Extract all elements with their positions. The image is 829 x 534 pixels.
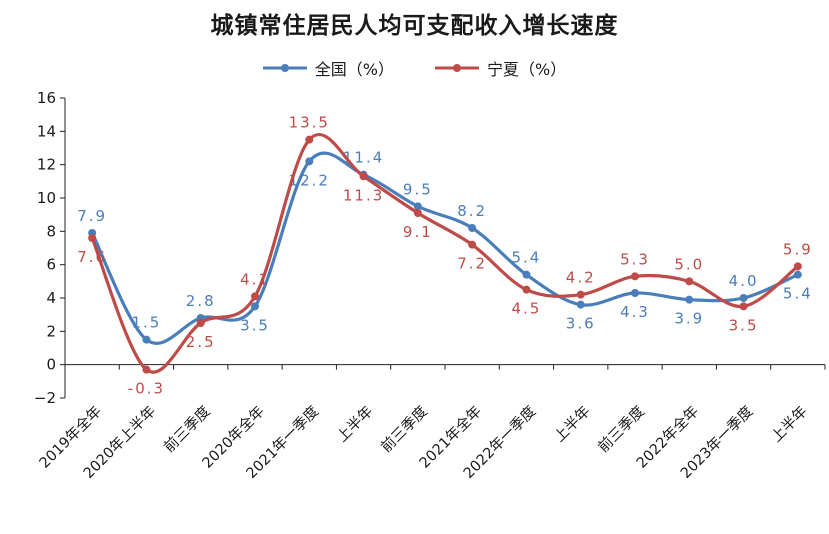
data-point-ningxia [359,172,368,181]
y-tick-label: 4 [46,289,56,307]
data-point-ningxia [88,234,97,242]
y-tick-label: 10 [37,189,56,207]
legend-label-national: 全国（%） [314,60,394,79]
data-label-national: 5.4 [783,285,813,303]
data-label-national: 1.5 [131,314,161,332]
y-tick-label: 2 [46,322,56,340]
data-label-national: 9.5 [403,180,433,198]
x-tick-label: 前三季度 [595,403,648,456]
data-point-ningxia [685,277,694,286]
data-point-national [413,202,422,211]
data-label-ningxia: 7.6 [77,248,107,266]
data-label-ningxia: 9.1 [403,223,433,241]
y-tick-label: 0 [46,356,56,374]
legend-swatch-national [262,64,307,72]
data-point-ningxia [793,262,802,271]
x-tick-label: 上半年 [551,403,594,446]
y-tick-label: 14 [37,122,56,140]
data-point-ningxia [468,240,477,249]
chart-legend: 全国（%） 宁夏（%） [0,56,829,80]
data-point-national [522,270,531,279]
data-point-national [631,289,639,297]
legend-swatch-ningxia [435,64,480,72]
x-tick-label: 前三季度 [378,403,431,456]
data-label-national: 8.2 [457,202,487,220]
data-label-national: 4.0 [729,272,759,290]
data-label-ningxia: 11.3 [343,186,384,204]
y-tick-label: −2 [34,389,56,407]
legend-item-ningxia: 宁夏（%） [435,56,566,80]
data-label-ningxia: 5.9 [783,240,813,258]
data-label-ningxia: 5.3 [620,250,650,268]
data-label-ningxia: 7.2 [457,255,487,273]
data-point-national [305,157,314,166]
data-label-national: 3.6 [566,315,596,333]
data-label-ningxia: 4.5 [511,300,541,318]
data-label-ningxia: 5.0 [674,255,704,273]
data-point-ningxia [413,209,422,217]
chart-title: 城镇常住居民人均可支配收入增长速度 [210,13,619,39]
data-point-ningxia [576,290,585,299]
series-line-ningxia [90,133,799,374]
data-point-ningxia [631,272,639,281]
data-point-national [251,302,259,311]
data-label-national: 11.4 [343,149,384,167]
data-point-ningxia [196,319,205,327]
x-tick-label: 上半年 [768,403,811,446]
data-point-national [468,224,477,232]
y-tick-label: 8 [46,222,56,240]
data-label-ningxia: 3.5 [729,316,759,334]
data-label-national: 3.9 [674,310,704,328]
data-point-national [793,270,802,279]
y-tick-label: 6 [46,256,56,274]
data-label-national: 3.5 [240,316,270,334]
data-label-ningxia: -0.3 [128,380,165,398]
data-label-national: 4.3 [620,303,650,321]
data-label-ningxia: 2.5 [186,333,216,351]
legend-label-ningxia: 宁夏（%） [487,60,567,79]
data-point-national [142,335,151,344]
data-label-ningxia: 4.1 [240,270,270,288]
data-label-national: 7.9 [77,207,107,225]
data-point-ningxia [305,135,314,144]
data-point-national [576,300,585,309]
data-label-ningxia: 4.2 [566,269,596,287]
data-point-ningxia [251,292,259,301]
legend-item-national: 全国（%） [262,56,394,80]
data-point-national [739,294,748,302]
data-label-national: 12.2 [289,171,330,189]
data-label-national: 2.8 [186,292,216,310]
data-label-ningxia: 13.5 [289,114,330,132]
x-tick-label: 前三季度 [161,403,214,456]
y-tick-label: 16 [37,89,56,107]
data-point-ningxia [142,365,151,374]
x-tick-label: 上半年 [334,403,377,446]
data-point-national [685,295,694,304]
y-tick-label: 12 [37,156,56,174]
data-label-national: 5.4 [511,249,541,267]
data-point-ningxia [739,302,748,311]
data-point-ningxia [522,285,531,294]
